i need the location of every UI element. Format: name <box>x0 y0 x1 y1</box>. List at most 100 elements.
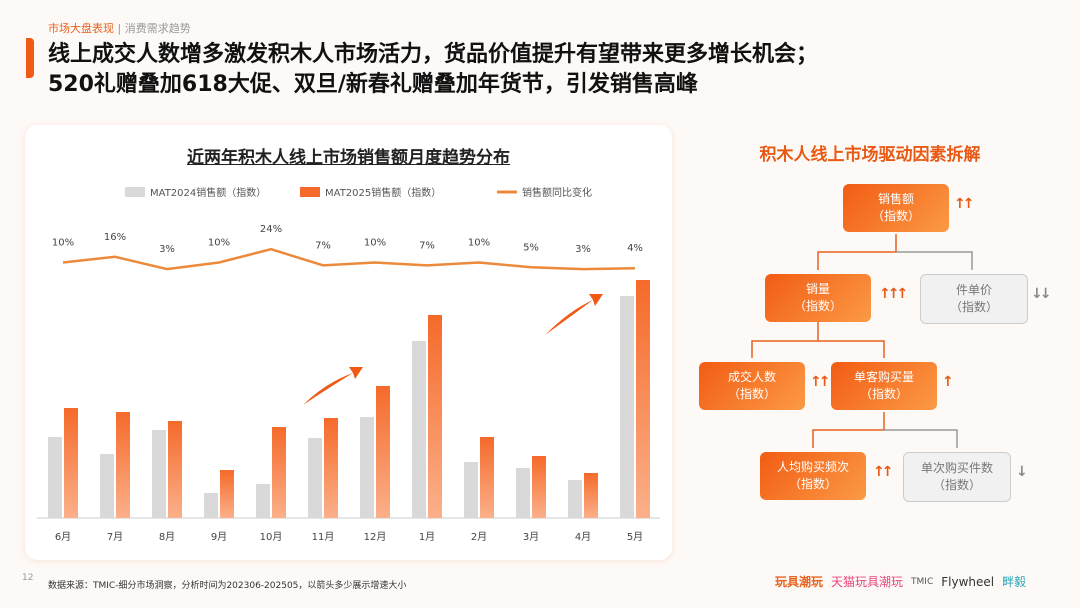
logo-tmall-toys: 天猫玩具潮玩 <box>831 575 904 589</box>
logo-flywheel: Flywheel <box>941 574 995 589</box>
data-label: 4% <box>627 243 643 254</box>
page-number: 12 <box>22 573 34 583</box>
bar-line-chart: MAT2024销售额（指数） MAT2025销售额（指数） 销售额同比变化 6月 10%… <box>37 186 660 543</box>
bar-mat2024 <box>568 480 582 518</box>
node-sub: （指数） <box>871 209 920 223</box>
driver-node: 人均购买频次 （指数） <box>760 452 866 500</box>
up-arrows-icon: ↑↑ <box>954 196 975 212</box>
legend-label: MAT2024销售额（指数） <box>150 186 266 199</box>
data-label: 3% <box>575 244 591 255</box>
legend-swatch <box>125 187 145 197</box>
node-label: 人均购买频次 <box>776 460 849 474</box>
bar-mat2025 <box>428 315 442 518</box>
logo-strip: 玩具潮玩 天猫玩具潮玩 TMIC Flywheel 畔毅 <box>775 573 1026 590</box>
node-sub: （指数） <box>949 300 998 314</box>
node-sub: （指数） <box>793 299 842 313</box>
legend-label: 销售额同比变化 <box>522 186 592 199</box>
node-label: 单客购买量 <box>853 370 914 384</box>
x-tick-label: 1月 <box>419 531 435 543</box>
bar-mat2025 <box>324 418 338 518</box>
source-note: 数据来源：TMIC-细分市场洞察，分析时间为202306-202505，以箭头多… <box>48 581 407 591</box>
x-tick-label: 7月 <box>107 531 123 543</box>
data-label: 24% <box>260 224 282 235</box>
logo-toys: 玩具潮玩 <box>775 575 824 589</box>
node-sub: （指数） <box>932 478 981 492</box>
data-label: 3% <box>159 244 175 255</box>
bar-mat2024 <box>516 468 530 518</box>
x-tick-label: 9月 <box>211 531 227 543</box>
bar-mat2025 <box>272 427 286 518</box>
bar-mat2024 <box>100 454 114 518</box>
data-label: 7% <box>315 240 331 251</box>
down-arrows-icon: ↓↓ <box>1031 286 1052 302</box>
bar-mat2024 <box>464 462 478 518</box>
node-sub: （指数） <box>859 387 908 401</box>
x-tick-label: 6月 <box>55 531 71 543</box>
data-label: 10% <box>52 238 74 249</box>
driver-node: 成交人数 （指数） <box>699 362 805 410</box>
bar-mat2025 <box>532 456 546 518</box>
up-arrows-icon: ↑ <box>942 374 954 390</box>
node-label: 销售额 <box>877 192 914 206</box>
x-tick-label: 10月 <box>260 531 283 543</box>
driver-node: 单次购买件数 （指数） <box>903 452 1011 502</box>
node-sub: （指数） <box>727 387 776 401</box>
data-label: 7% <box>419 240 435 251</box>
data-label: 16% <box>104 232 126 243</box>
up-arrows-icon: ↑↑ <box>873 464 894 480</box>
bar-mat2025 <box>376 386 390 518</box>
logo-tmic: TMIC <box>911 576 934 587</box>
bar-mat2025 <box>480 437 494 518</box>
bar-mat2025 <box>116 412 130 518</box>
node-label: 成交人数 <box>727 370 776 384</box>
legend-swatch <box>300 187 320 197</box>
x-tick-label: 12月 <box>364 531 387 543</box>
data-label: 10% <box>208 238 230 249</box>
node-label: 单次购买件数 <box>920 461 993 475</box>
x-tick-label: 8月 <box>159 531 175 543</box>
growth-arrow-icon <box>545 294 603 335</box>
data-label: 10% <box>364 238 386 249</box>
bar-mat2024 <box>620 296 634 518</box>
node-label: 销量 <box>805 282 830 296</box>
legend-label: MAT2025销售额（指数） <box>325 186 441 199</box>
breadcrumb: 市场大盘表现 | 消费需求趋势 <box>48 22 191 35</box>
accent-bar <box>26 38 34 78</box>
driver-node: 销售额 （指数） <box>843 184 949 232</box>
chart-card: 近两年积木人线上市场销售额月度趋势分布 MAT2024销售额（指数） MAT202… <box>25 125 672 560</box>
x-tick-label: 11月 <box>312 531 335 543</box>
node-label: 件单价 <box>955 283 992 297</box>
data-label: 5% <box>523 242 539 253</box>
x-tick-label: 5月 <box>627 531 643 543</box>
bar-mat2025 <box>636 280 650 518</box>
bar-mat2024 <box>360 417 374 518</box>
growth-arrow-icon <box>303 367 363 405</box>
data-label: 10% <box>468 238 490 249</box>
bar-mat2024 <box>412 341 426 518</box>
down-arrows-icon: ↓ <box>1016 464 1028 480</box>
logo-panyi: 畔毅 <box>1002 575 1027 589</box>
bar-mat2025 <box>64 408 78 518</box>
node-sub: （指数） <box>788 477 837 491</box>
up-arrows-icon: ↑↑ <box>810 374 831 390</box>
bar-mat2024 <box>152 430 166 518</box>
bar-mat2024 <box>308 438 322 518</box>
driver-title: 积木人线上市场驱动因素拆解 <box>759 145 981 165</box>
x-tick-label: 4月 <box>575 531 591 543</box>
bar-mat2025 <box>220 470 234 518</box>
bar-mat2025 <box>584 473 598 518</box>
driver-node: 件单价 （指数） <box>920 274 1028 324</box>
bar-mat2024 <box>48 437 62 518</box>
bar-mat2025 <box>168 421 182 518</box>
chart-title: 近两年积木人线上市场销售额月度趋势分布 <box>187 148 510 168</box>
driver-node: 销量 （指数） <box>765 274 871 322</box>
yoy-line <box>62 247 636 271</box>
bar-mat2024 <box>256 484 270 518</box>
page-title: 线上成交人数增多激发积木人市场活力，货品价值提升有望带来更多增长机会； 520礼赠… <box>48 42 819 97</box>
bar-mat2024 <box>204 493 218 518</box>
x-tick-label: 2月 <box>471 531 487 543</box>
up-arrows-icon: ↑↑↑ <box>879 286 908 302</box>
driver-node: 单客购买量 （指数） <box>831 362 937 410</box>
x-tick-label: 3月 <box>523 531 539 543</box>
